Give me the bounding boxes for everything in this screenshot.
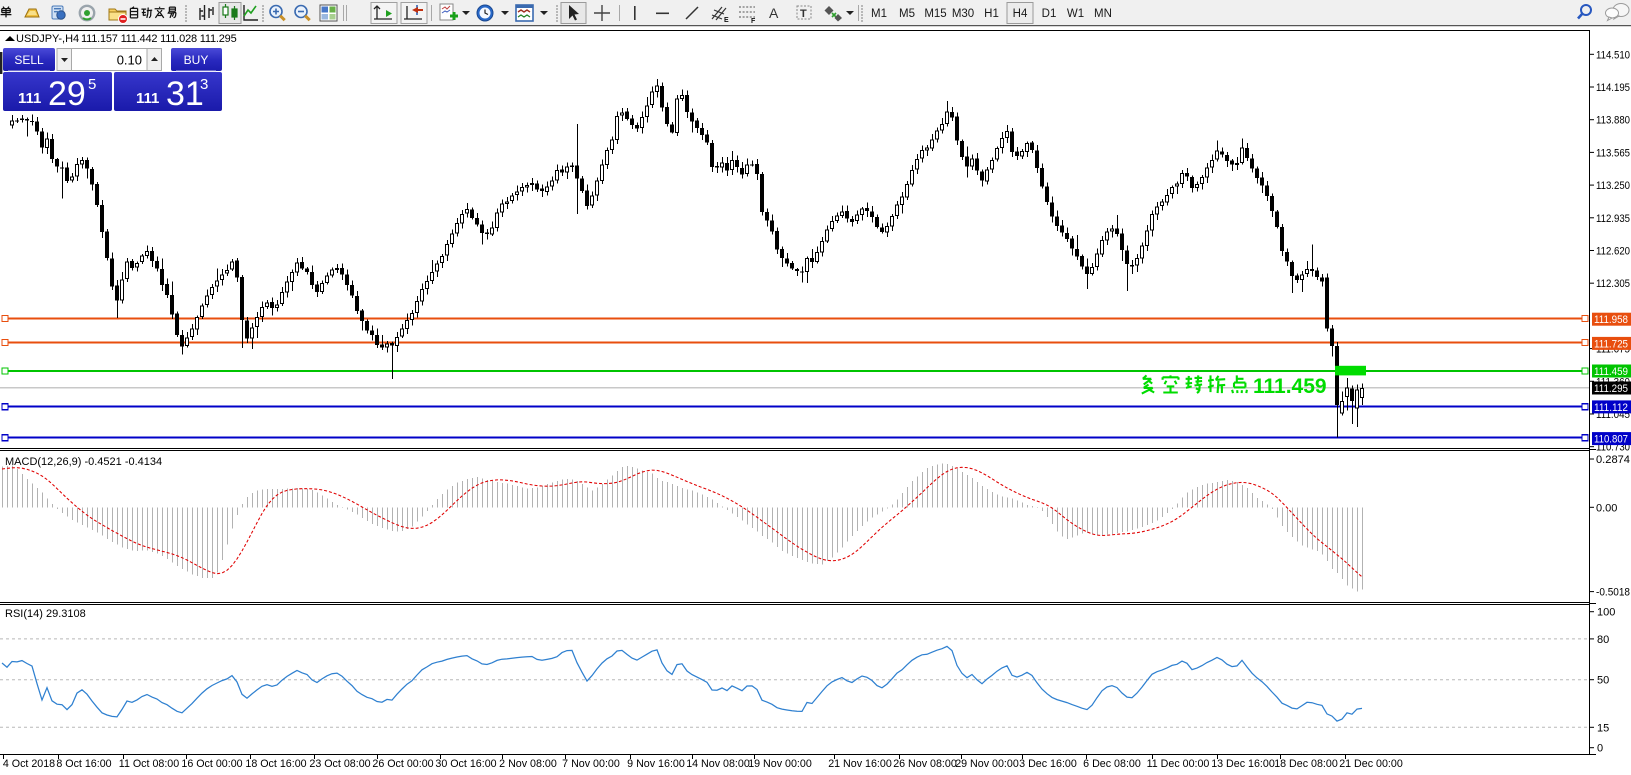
svg-text:7 Nov 00:00: 7 Nov 00:00 — [562, 758, 620, 770]
svg-text:29: 29 — [48, 75, 86, 113]
svg-text:19 Nov 00:00: 19 Nov 00:00 — [748, 758, 812, 770]
svg-text:T: T — [800, 8, 807, 20]
svg-text:H4: H4 — [1013, 8, 1028, 20]
svg-text:M30: M30 — [952, 8, 974, 20]
svg-text:114.195: 114.195 — [1596, 82, 1630, 94]
svg-text:11 Dec 00:00: 11 Dec 00:00 — [1147, 758, 1210, 770]
svg-text:111.958: 111.958 — [1594, 314, 1628, 326]
svg-text:A: A — [769, 5, 779, 21]
svg-text:F: F — [751, 18, 756, 25]
svg-text:0: 0 — [1597, 743, 1603, 755]
svg-text:M15: M15 — [924, 8, 946, 20]
svg-text:2 Nov 08:00: 2 Nov 08:00 — [499, 758, 557, 770]
svg-text:3: 3 — [200, 76, 208, 93]
svg-text:MN: MN — [1094, 8, 1112, 20]
svg-text:H1: H1 — [984, 8, 999, 20]
svg-text:29 Nov 00:00: 29 Nov 00:00 — [955, 758, 1019, 770]
svg-text:50: 50 — [1597, 675, 1609, 687]
svg-text:23 Oct 08:00: 23 Oct 08:00 — [309, 758, 370, 770]
svg-text:21 Nov 16:00: 21 Nov 16:00 — [828, 758, 892, 770]
svg-text:D1: D1 — [1042, 8, 1057, 20]
svg-text:113.250: 113.250 — [1596, 180, 1630, 192]
svg-text:112.935: 112.935 — [1596, 213, 1630, 225]
svg-text:16 Oct 00:00: 16 Oct 00:00 — [181, 758, 242, 770]
svg-text:21 Dec 00:00: 21 Dec 00:00 — [1339, 758, 1403, 770]
svg-text:80: 80 — [1597, 634, 1609, 646]
svg-text:4 Oct 2018: 4 Oct 2018 — [3, 758, 55, 770]
svg-text:5: 5 — [88, 76, 96, 93]
svg-text:15: 15 — [1597, 722, 1609, 734]
svg-text:RSI(14) 29.3108: RSI(14) 29.3108 — [5, 608, 86, 620]
svg-text:0.2874: 0.2874 — [1596, 454, 1630, 466]
svg-text:0.10: 0.10 — [117, 53, 142, 68]
svg-text:26 Oct 00:00: 26 Oct 00:00 — [372, 758, 433, 770]
svg-text:USDJPY-,H4: USDJPY-,H4 — [16, 33, 79, 45]
svg-text:13 Dec 16:00: 13 Dec 16:00 — [1211, 758, 1275, 770]
svg-text:-0.5018: -0.5018 — [1596, 587, 1630, 599]
svg-text:110.807: 110.807 — [1594, 434, 1628, 446]
svg-text:8 Oct 16:00: 8 Oct 16:00 — [56, 758, 111, 770]
svg-text:18 Dec 08:00: 18 Dec 08:00 — [1274, 758, 1338, 770]
svg-text:SELL: SELL — [14, 53, 44, 67]
svg-text:100: 100 — [1597, 607, 1615, 619]
svg-text:111: 111 — [18, 90, 41, 107]
svg-text:6 Dec 08:00: 6 Dec 08:00 — [1083, 758, 1141, 770]
svg-text:0.00: 0.00 — [1596, 502, 1617, 514]
svg-text:MACD(12,26,9) -0.4521 -0.4134: MACD(12,26,9) -0.4521 -0.4134 — [5, 456, 162, 468]
svg-text:111: 111 — [136, 90, 159, 107]
svg-text:E: E — [724, 17, 729, 24]
svg-text:M1: M1 — [871, 8, 887, 20]
svg-text:111.295: 111.295 — [1594, 383, 1628, 395]
svg-text:111.459: 111.459 — [1594, 366, 1628, 378]
svg-text:111.725: 111.725 — [1594, 338, 1628, 350]
svg-text:113.565: 113.565 — [1596, 147, 1630, 159]
svg-text:111.112: 111.112 — [1594, 402, 1628, 414]
svg-text:111.459: 111.459 — [1253, 375, 1327, 398]
svg-text:M5: M5 — [899, 8, 915, 20]
svg-text:11 Oct 08:00: 11 Oct 08:00 — [119, 758, 179, 770]
svg-text:112.620: 112.620 — [1596, 246, 1630, 258]
svg-text:111.157 111.442 111.028 111.29: 111.157 111.442 111.028 111.295 — [81, 33, 237, 45]
svg-text:112.305: 112.305 — [1596, 278, 1630, 290]
svg-text:18 Oct 16:00: 18 Oct 16:00 — [245, 758, 306, 770]
svg-text:114.510: 114.510 — [1596, 49, 1630, 61]
svg-text:9 Nov 16:00: 9 Nov 16:00 — [627, 758, 685, 770]
svg-text:113.880: 113.880 — [1596, 115, 1630, 127]
svg-text:W1: W1 — [1067, 8, 1084, 20]
svg-text:26 Nov 08:00: 26 Nov 08:00 — [893, 758, 957, 770]
svg-text:31: 31 — [166, 75, 204, 113]
svg-text:14 Nov 08:00: 14 Nov 08:00 — [686, 758, 750, 770]
svg-text:BUY: BUY — [184, 53, 209, 67]
svg-text:30 Oct 16:00: 30 Oct 16:00 — [435, 758, 496, 770]
svg-text:3 Dec 16:00: 3 Dec 16:00 — [1019, 758, 1077, 770]
